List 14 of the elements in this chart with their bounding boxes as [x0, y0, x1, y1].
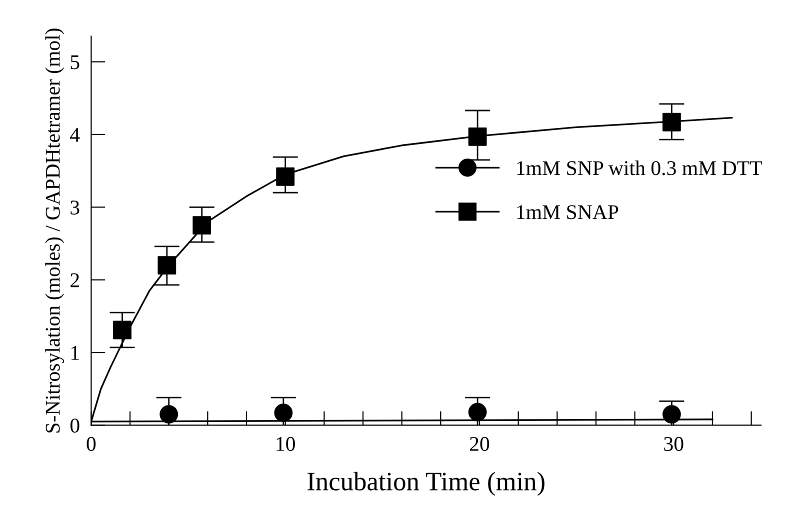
- legend-label: 1mM SNAP: [517, 205, 618, 220]
- y-tick-label: 5: [70, 55, 80, 70]
- x-tick-label: 20: [470, 436, 490, 451]
- x-axis-title: Incubation Time (min): [308, 472, 544, 496]
- x-tick-label: 10: [276, 436, 295, 451]
- y-tick-label: 0: [70, 418, 80, 433]
- legend-label: 1mM SNP with 0.3 mM DTT: [517, 160, 762, 176]
- x-tick-label: 30: [664, 436, 684, 451]
- y-tick-label: 2: [70, 273, 79, 288]
- y-tick-label: 3: [70, 200, 80, 215]
- y-tick-label: 4: [70, 128, 80, 142]
- y-tick-label: 1: [71, 346, 79, 360]
- x-tick-label: 0: [86, 436, 96, 451]
- y-axis-title: S-Nitrosylation (moles) / GAPDHtetramer (mol): [45, 28, 64, 432]
